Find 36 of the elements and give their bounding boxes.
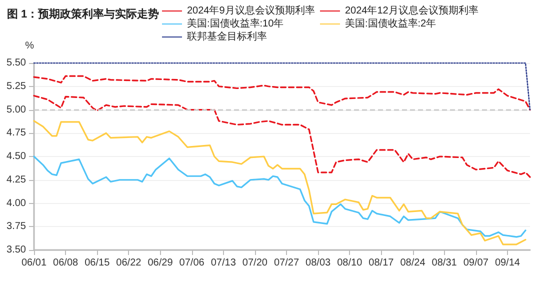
legend-label: 2024年9月议息会议预期利率 [187,4,315,16]
x-tick-label: 07/06 [179,258,205,268]
y-tick-label: 4.25 [6,174,26,186]
x-tick-label: 06/22 [116,258,142,268]
line-series [33,156,526,238]
x-tick-label: 08/03 [306,258,332,268]
x-tick-label: 07/13 [210,258,236,268]
x-tick-label: 06/15 [84,258,110,268]
legend-label: 美国:国债收益率:10年 [187,18,284,30]
line-series [33,75,531,111]
chart-title: 图 1：预期政策利率与实际走势 [7,8,160,20]
y-tick-label: 5.00 [6,104,26,116]
line-series [33,120,526,246]
x-tick-label: 08/17 [368,258,394,268]
legend-label: 美国:国债收益率:2年 [345,18,436,30]
y-tick-label: 5.25 [6,80,26,92]
y-tick-label: 5.50 [6,58,26,68]
legend-label: 2024年12月议息会议预期利率 [345,4,478,16]
x-tick-label: 08/10 [337,258,363,268]
y-tick-label: 3.75 [6,221,26,232]
y-tick-label: 4.50 [6,151,26,162]
y-axis-title: % [25,40,34,52]
x-tick-label: 07/20 [242,258,268,268]
y-tick-label: 4.75 [6,128,26,139]
x-tick-label: 06/08 [53,258,79,268]
x-tick-label: 09/07 [463,258,489,268]
y-tick-label: 4.00 [6,198,26,209]
x-tick-label: 08/24 [400,258,426,268]
x-tick-label: 06/29 [148,258,174,268]
line-series [33,94,531,178]
x-tick-label: 08/31 [432,258,458,268]
x-tick-label: 06/01 [21,258,47,268]
x-tick-label: 09/14 [494,258,520,268]
y-tick-label: 3.50 [6,244,26,256]
legend-label: 联邦基金目标利率 [187,30,267,42]
x-tick-label: 07/27 [274,258,300,268]
